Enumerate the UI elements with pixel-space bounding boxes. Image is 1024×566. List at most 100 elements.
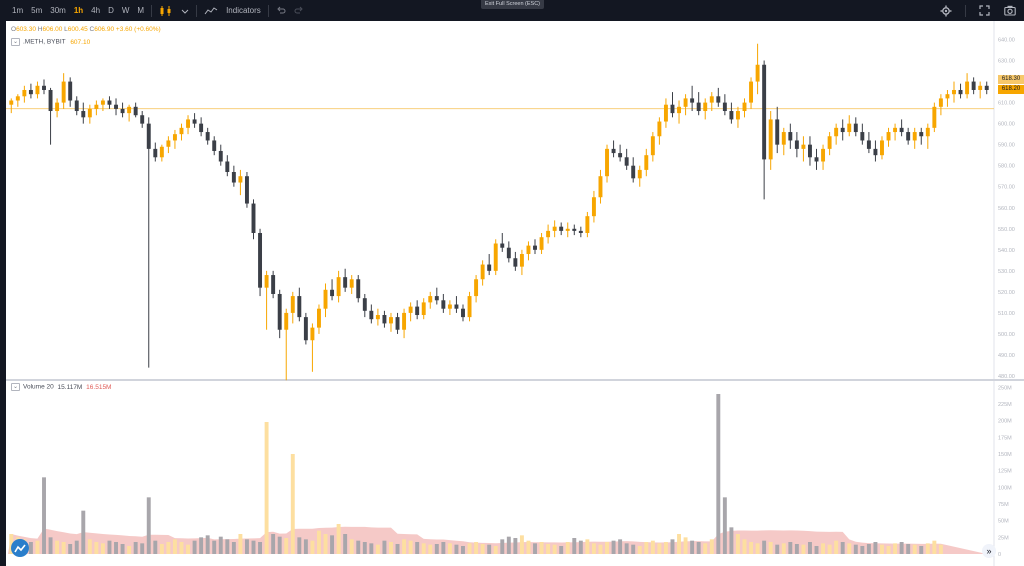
exit-fullscreen-hint[interactable]: Exit Full Screen (ESC) [481,0,545,9]
fullscreen-icon[interactable] [975,0,994,21]
volume-bar [421,543,426,554]
volume-bar [277,536,282,554]
volume-bar [284,538,289,554]
candle-body [925,127,930,137]
collapse-toggle[interactable]: ⌄ [11,38,20,46]
candle-body [231,172,236,183]
candle-body [114,104,118,109]
volume-bar [218,536,223,554]
candle-body [794,140,799,149]
candle-body [526,245,531,255]
volume-bar [28,542,33,554]
volume-bar [290,454,295,554]
volume-bar [402,539,407,554]
candle-body [258,232,263,288]
gear-icon[interactable] [936,0,956,21]
redo-icon[interactable] [290,0,308,21]
chart-area[interactable]: 640.00630.00620.00610.00600.00590.00580.… [6,21,1024,566]
timeframe-30m[interactable]: 30m [50,6,66,15]
candle-body [834,127,839,137]
candle-body [186,119,190,128]
left-edge-panel [0,21,6,566]
candle-body [310,327,315,341]
candle-body [703,102,708,112]
price-axis-label: 540.00 [998,248,1015,254]
candle-body [886,132,891,141]
scroll-to-realtime-button[interactable]: » [982,544,996,558]
timeframe-D[interactable]: D [108,6,114,15]
timeframe-1h[interactable]: 1h [73,6,84,15]
candle-body [87,108,92,118]
timeframe-4h[interactable]: 4h [91,6,101,15]
volume-legend: ⌄ Volume 20 15.117M 16.515M [11,383,111,391]
volume-bar [605,542,609,554]
candle-body [775,119,780,145]
candle-body [978,85,983,90]
volume-bar [755,543,760,554]
candle-body [493,243,498,271]
chart-canvas[interactable]: 640.00630.00620.00610.00600.00590.00580.… [6,21,1024,566]
volume-bar [677,534,681,554]
volume-bar [624,543,629,554]
price-axis-label: 480.00 [998,374,1015,380]
candle-body [539,237,544,250]
volume-bar [893,543,898,554]
candle-body [663,104,668,122]
camera-icon[interactable] [1000,0,1020,21]
price-axis-label: 640.00 [998,38,1015,44]
volume-axis-label: 225M [998,402,1012,408]
volume-axis-label: 25M [998,535,1009,541]
candle-body [297,296,302,318]
volume-bar [140,543,145,554]
candle-body [140,115,145,124]
volume-bar [415,542,420,554]
undo-icon[interactable] [272,0,290,21]
candle-body [605,148,609,177]
candle-body [81,111,86,118]
volume-bar [618,539,623,554]
candle-body [487,264,492,271]
volume-bar [199,537,204,554]
price-axis-label: 600.00 [998,122,1015,128]
timeframe-M[interactable]: M [137,6,145,15]
volume-bar [48,537,53,554]
timeframe-5m[interactable]: 5m [31,6,43,15]
tradingview-logo-icon[interactable] [11,539,29,557]
indicators-button[interactable]: Indicators [226,6,261,15]
price-axis-label: 610.00 [998,101,1015,107]
candle-body [317,308,321,328]
volume-value-2: 16.515M [86,383,112,391]
volume-bar [474,542,479,554]
candle-body [402,312,407,330]
timeframe-W[interactable]: W [121,6,130,15]
timeframe-1m[interactable]: 1m [12,6,24,15]
candle-body [801,144,806,149]
candle-body [48,89,53,112]
candle-body [709,96,714,103]
volume-collapse-toggle[interactable]: ⌄ [11,383,20,391]
candle-body [637,169,642,179]
candle-body [303,317,308,341]
toolbar-right [936,0,1020,21]
volume-bar [722,497,727,554]
volume-bar [487,544,492,554]
volume-bar [552,544,557,554]
price-axis-label: 490.00 [998,353,1015,359]
candle-body [546,230,551,238]
volume-bar [559,546,564,554]
indicators-icon[interactable] [200,0,222,21]
candle-body [880,140,884,156]
volume-bar [225,539,230,554]
low-value: 600.45 [67,26,88,33]
open-value: 603.30 [16,26,36,33]
top-toolbar: 1m 5m 30m 1h 4h D W M Indicators Exit Full Scre… [0,0,1024,21]
chart-type-candles-icon[interactable] [155,0,177,21]
volume-bar [690,540,695,554]
toolbar-divider [267,4,269,17]
candle-body [912,132,917,141]
volume-axis-label: 175M [998,435,1012,441]
chevron-down-icon[interactable] [177,0,193,21]
volume-bar [166,542,171,554]
candle-body [565,228,570,231]
volume-bar [244,539,249,554]
